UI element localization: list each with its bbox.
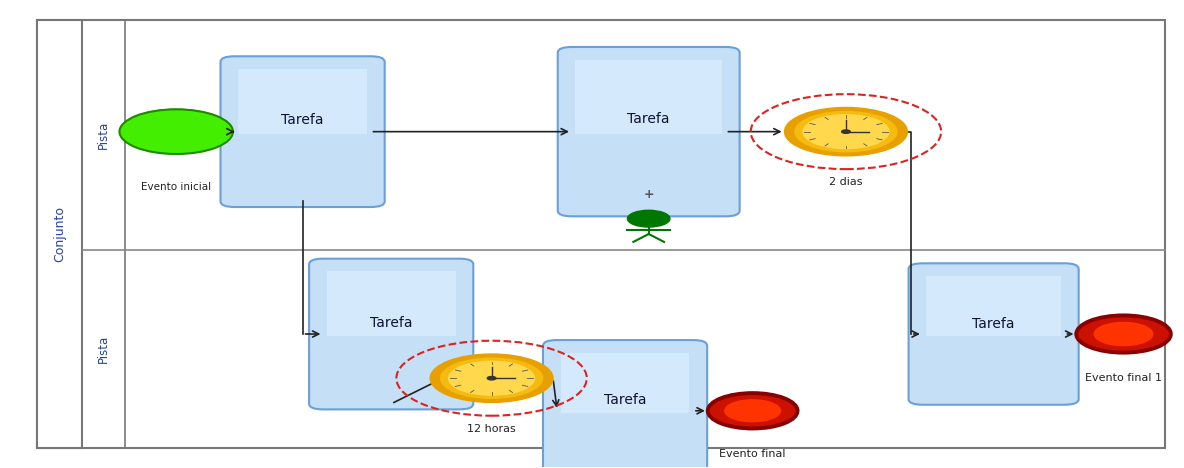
Text: Tarefa: Tarefa — [369, 316, 412, 330]
Circle shape — [1094, 322, 1153, 345]
FancyBboxPatch shape — [37, 20, 82, 448]
Text: Tarefa: Tarefa — [282, 113, 324, 127]
Text: Evento final 1: Evento final 1 — [1085, 373, 1162, 383]
Text: 2 dias: 2 dias — [829, 177, 863, 188]
Circle shape — [842, 130, 850, 133]
FancyBboxPatch shape — [543, 340, 707, 468]
Circle shape — [1076, 315, 1171, 352]
Circle shape — [803, 115, 889, 148]
Circle shape — [725, 400, 780, 422]
FancyBboxPatch shape — [558, 47, 740, 216]
Text: Tarefa: Tarefa — [628, 112, 670, 126]
Text: Conjunto: Conjunto — [53, 206, 66, 262]
Circle shape — [440, 358, 542, 398]
Text: 12 horas: 12 horas — [468, 424, 516, 434]
FancyBboxPatch shape — [561, 352, 689, 413]
Circle shape — [628, 210, 670, 227]
FancyBboxPatch shape — [575, 59, 722, 134]
Circle shape — [430, 354, 553, 402]
Text: Evento final: Evento final — [720, 449, 786, 459]
FancyBboxPatch shape — [908, 263, 1079, 405]
Text: Pista: Pista — [97, 335, 110, 363]
FancyBboxPatch shape — [309, 259, 474, 410]
Circle shape — [120, 110, 233, 154]
Text: Tarefa: Tarefa — [604, 394, 646, 407]
Text: Pista: Pista — [97, 121, 110, 149]
Circle shape — [708, 393, 798, 429]
Text: +: + — [643, 188, 654, 201]
Circle shape — [488, 377, 496, 380]
FancyBboxPatch shape — [327, 271, 456, 336]
Circle shape — [785, 108, 907, 156]
FancyBboxPatch shape — [238, 69, 367, 134]
Text: Evento inicial: Evento inicial — [141, 182, 211, 191]
Circle shape — [794, 111, 897, 152]
Circle shape — [449, 361, 535, 395]
FancyBboxPatch shape — [37, 20, 1165, 448]
Text: Tarefa: Tarefa — [972, 316, 1015, 330]
FancyBboxPatch shape — [926, 276, 1061, 336]
FancyBboxPatch shape — [220, 56, 385, 207]
